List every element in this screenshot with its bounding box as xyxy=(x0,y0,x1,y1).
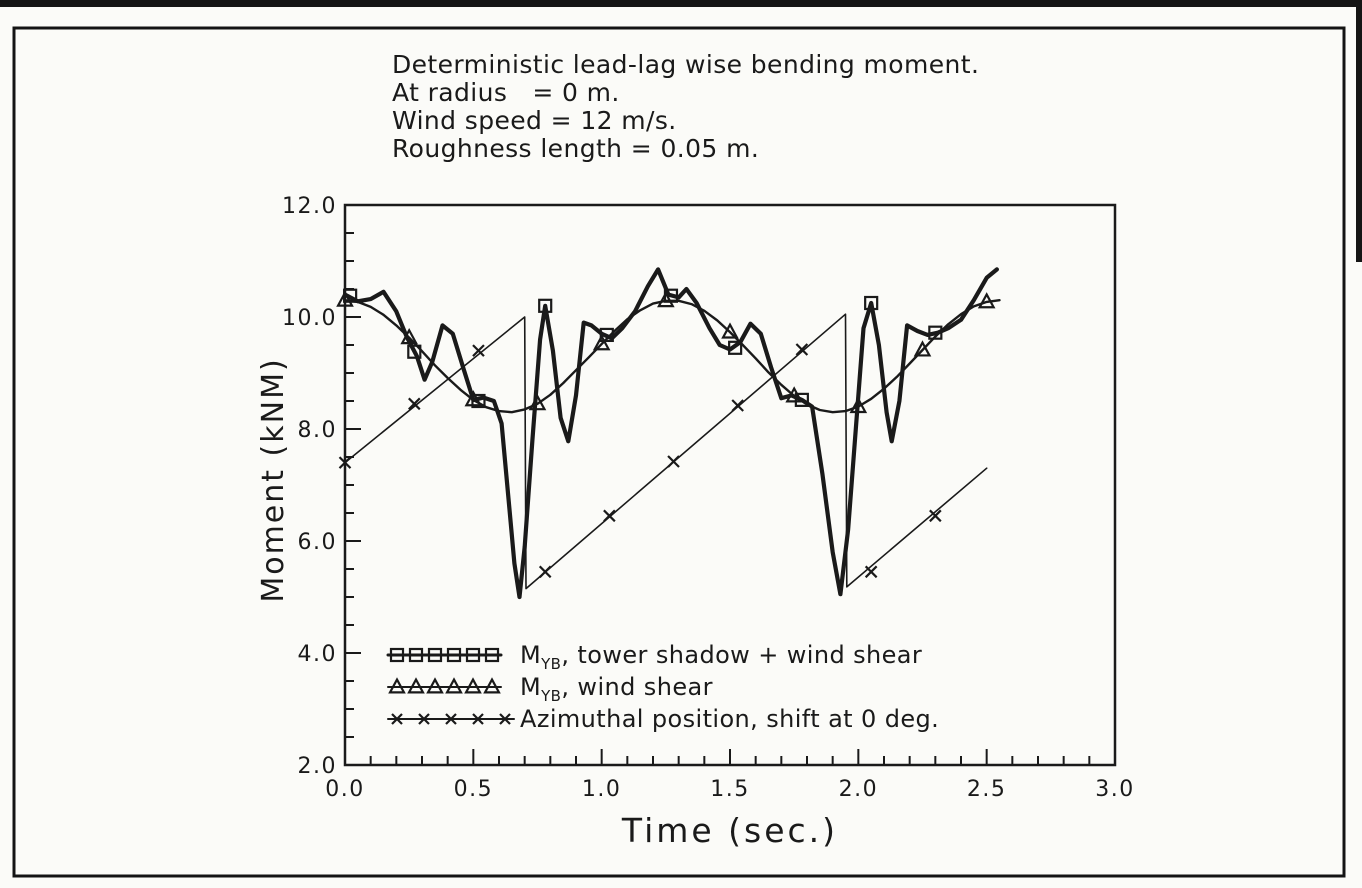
x-marker xyxy=(408,397,421,411)
x-marker xyxy=(929,509,942,523)
triangle-marker xyxy=(400,327,418,345)
legend-label-wind-shear: MYB, wind shear xyxy=(520,673,713,705)
x-marker xyxy=(472,344,485,357)
y-axis-label: Moment (kNM) xyxy=(256,357,291,602)
page-frame xyxy=(12,26,1346,878)
x-marker xyxy=(864,565,878,579)
square-marker xyxy=(928,325,943,340)
square-marker xyxy=(427,647,443,663)
legend-key-myb-tower-shadow-wind-shear xyxy=(386,647,503,663)
x-tick-label: 1.5 xyxy=(710,777,750,802)
square-marker xyxy=(389,647,405,663)
y-tick-label: 10.0 xyxy=(282,306,337,331)
x-marker xyxy=(472,713,484,725)
x-tick-label: 2.0 xyxy=(839,777,879,802)
x-tick-label: 2.5 xyxy=(967,777,1007,802)
square-marker xyxy=(794,392,809,407)
myb-wind-shear-markers xyxy=(336,290,996,414)
x-tick-label: 3.0 xyxy=(1095,777,1135,802)
y-tick-label: 6.0 xyxy=(298,530,338,555)
triangle-marker xyxy=(785,386,803,403)
chart-title-line-4: Roughness length = 0.05 m. xyxy=(392,134,759,163)
x-tick-label: 0.5 xyxy=(454,777,494,802)
square-marker xyxy=(465,647,481,663)
chart-title-line-1: Deterministic lead-lag wise bending mome… xyxy=(392,50,979,79)
square-marker xyxy=(599,327,614,343)
legend-key-myb-wind-shear xyxy=(387,677,502,694)
x-tick-label: 1.0 xyxy=(582,777,622,802)
legend-label-azimuthal-position: Azimuthal position, shift at 0 deg. xyxy=(520,705,939,733)
legend-marker-chains xyxy=(386,647,515,725)
y-tick-label: 2.0 xyxy=(298,754,338,779)
x-marker xyxy=(418,713,430,725)
triangle-marker xyxy=(849,396,868,414)
square-marker xyxy=(484,647,500,663)
x-marker xyxy=(731,399,744,412)
triangle-marker xyxy=(528,394,547,411)
square-marker xyxy=(471,393,486,409)
y-tick-label: 12.0 xyxy=(282,194,337,219)
x-marker xyxy=(538,565,552,579)
triangle-marker xyxy=(388,677,406,694)
x-marker xyxy=(445,713,457,725)
triangle-marker xyxy=(913,340,932,357)
triangle-marker xyxy=(977,292,996,309)
x-axis-label: Time (sec.) xyxy=(621,811,838,850)
triangle-marker xyxy=(592,334,611,351)
chart-title-line-2: At radius = 0 m. xyxy=(392,78,620,107)
triangle-marker xyxy=(445,677,463,694)
x-marker xyxy=(603,509,616,523)
y-tick-label: 4.0 xyxy=(298,642,338,667)
triangle-marker xyxy=(464,390,483,407)
triangle-marker xyxy=(426,677,444,694)
y-tick-label: 8.0 xyxy=(298,418,338,443)
square-marker xyxy=(446,647,462,663)
square-marker xyxy=(407,344,422,359)
legend-label-tower-shadow: MYB, tower shadow + wind shear xyxy=(520,641,922,673)
triangle-marker xyxy=(483,677,501,694)
x-marker xyxy=(338,456,352,469)
azimuthal-position-line xyxy=(344,313,988,590)
triangle-marker xyxy=(336,290,354,307)
azimuthal-position-markers xyxy=(338,343,942,579)
legend-key-azimuthal-position xyxy=(387,713,515,725)
chart-title-block: Deterministic lead-lag wise bending mome… xyxy=(392,50,979,163)
myb-tower-shadow-wind-shear-line xyxy=(342,267,1000,600)
square-marker xyxy=(728,340,743,355)
triangle-marker xyxy=(657,291,675,308)
x-tick-label: 0.0 xyxy=(325,777,365,802)
x-marker xyxy=(795,343,809,356)
square-marker xyxy=(864,295,879,311)
square-marker xyxy=(538,298,553,313)
scan-edge-top xyxy=(0,0,1362,7)
plot-border xyxy=(343,203,1117,767)
triangle-marker xyxy=(721,322,739,339)
myb-tower-shadow-wind-shear-markers xyxy=(343,288,943,409)
triangle-marker xyxy=(464,677,482,694)
triangle-marker xyxy=(407,677,425,694)
x-marker xyxy=(499,713,511,725)
x-marker xyxy=(667,455,680,468)
square-marker xyxy=(408,647,424,663)
legend: MYB, tower shadow + wind shear MYB, wind… xyxy=(386,641,939,733)
x-marker xyxy=(391,713,403,725)
plot-area: 0.0 0.5 1.0 1.5 2.0 2.5 3.0 2.0 4.0 6.0 8.0 10.0 12.… xyxy=(282,194,1135,802)
scan-edge-right xyxy=(1356,0,1362,262)
chart-title-line-3: Wind speed = 12 m/s. xyxy=(392,106,677,135)
